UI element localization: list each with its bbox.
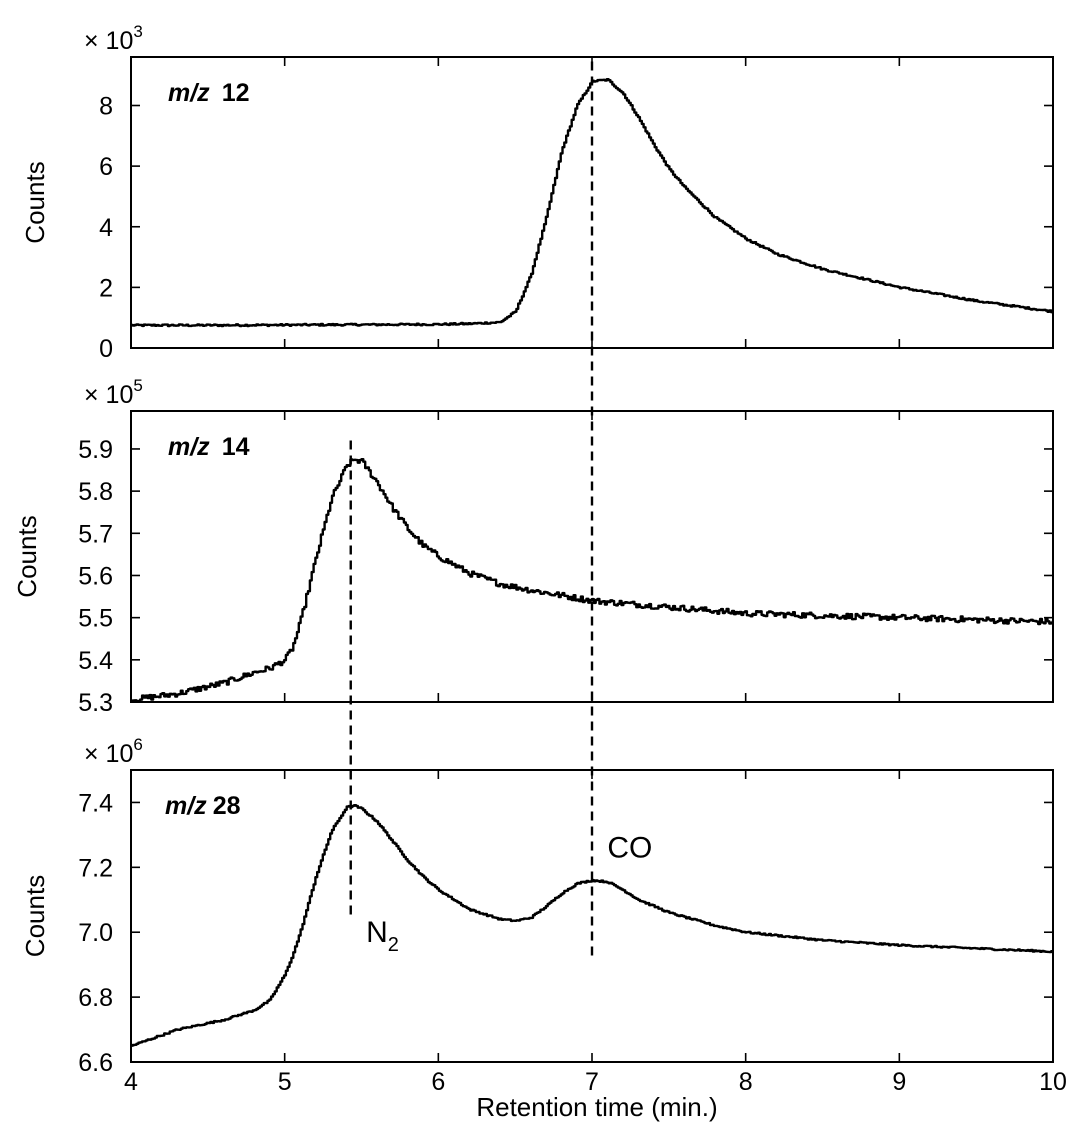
x-tick-label: 8 — [739, 1068, 753, 1096]
y-tick-label: 7.4 — [78, 789, 113, 817]
panel-label: m/z 28 — [165, 792, 241, 820]
peak-label-subscript: 2 — [388, 934, 399, 956]
panel-label: m/z 14 — [168, 433, 250, 461]
y-axis-title: Counts — [20, 875, 50, 957]
y-tick-label: 5.9 — [78, 436, 113, 464]
y-tick-label: 5.4 — [78, 647, 113, 675]
y-tick-label: 6 — [99, 153, 113, 181]
y-tick-label: 4 — [99, 214, 113, 242]
y-tick-label: 5.3 — [78, 689, 113, 717]
y-axis-title: Counts — [20, 161, 50, 243]
x-tick-label: 4 — [124, 1068, 138, 1096]
peak-label: N2 — [366, 916, 399, 956]
peak-label: CO — [607, 832, 652, 865]
series-trace — [131, 78, 1053, 328]
x-tick-label: 7 — [585, 1068, 599, 1096]
scale-multiplier: × 106 — [84, 735, 143, 768]
panel-label-value: 28 — [213, 792, 241, 820]
panel-mz28: 4 5 6 7 8 9 10 6.6 6.8 7.0 7.2 7.4 Counts × 106 m/z 28 — [20, 735, 1067, 1096]
panel-mz14: 5.3 5.4 5.5 5.6 5.7 5.8 5.9 Counts × 105 m/z 14 — [12, 376, 1054, 717]
y-axis-title: Counts — [12, 515, 42, 597]
peak-markers — [349, 61, 594, 962]
y-tick-label: 5.8 — [78, 478, 113, 506]
y-tick-label: 2 — [99, 274, 113, 302]
scale-exponent: 6 — [133, 735, 142, 754]
y-tick-label: 8 — [99, 93, 113, 121]
y-tick-label: 5.7 — [78, 520, 113, 548]
x-tick-label: 6 — [431, 1068, 445, 1096]
panel-label: m/z 12 — [168, 79, 250, 107]
scale-multiplier: × 105 — [84, 376, 143, 409]
x-tick-label: 5 — [278, 1068, 292, 1096]
panel-mz12: 0 2 4 6 8 Counts × 103 m/z 12 — [20, 22, 1054, 363]
x-axis-title: Retention time (min.) — [476, 1092, 717, 1122]
panel-label-value: 14 — [222, 433, 250, 461]
scale-exponent: 5 — [133, 376, 142, 395]
y-tick-label: 5.5 — [78, 605, 113, 633]
peak-annotations: N2 CO — [366, 832, 652, 956]
y-tick-label: 6.8 — [78, 984, 113, 1012]
scale-exponent: 3 — [133, 22, 142, 41]
panel-label-prefix: m/z — [168, 79, 210, 107]
panel-label-value: 12 — [222, 79, 250, 107]
panel-label-prefix: m/z — [165, 792, 207, 820]
series-trace — [131, 804, 1053, 1047]
panel-label-prefix: m/z — [168, 433, 210, 461]
y-tick-label: 7.2 — [78, 854, 113, 882]
y-tick-label: 6.6 — [78, 1049, 113, 1077]
x-tick-label: 10 — [1039, 1068, 1067, 1096]
scale-multiplier: × 103 — [84, 22, 143, 55]
y-tick-label: 7.0 — [78, 919, 113, 947]
x-tick-label: 9 — [892, 1068, 906, 1096]
y-tick-label: 5.6 — [78, 562, 113, 590]
series-trace — [131, 458, 1053, 702]
y-tick-label: 0 — [99, 335, 113, 363]
